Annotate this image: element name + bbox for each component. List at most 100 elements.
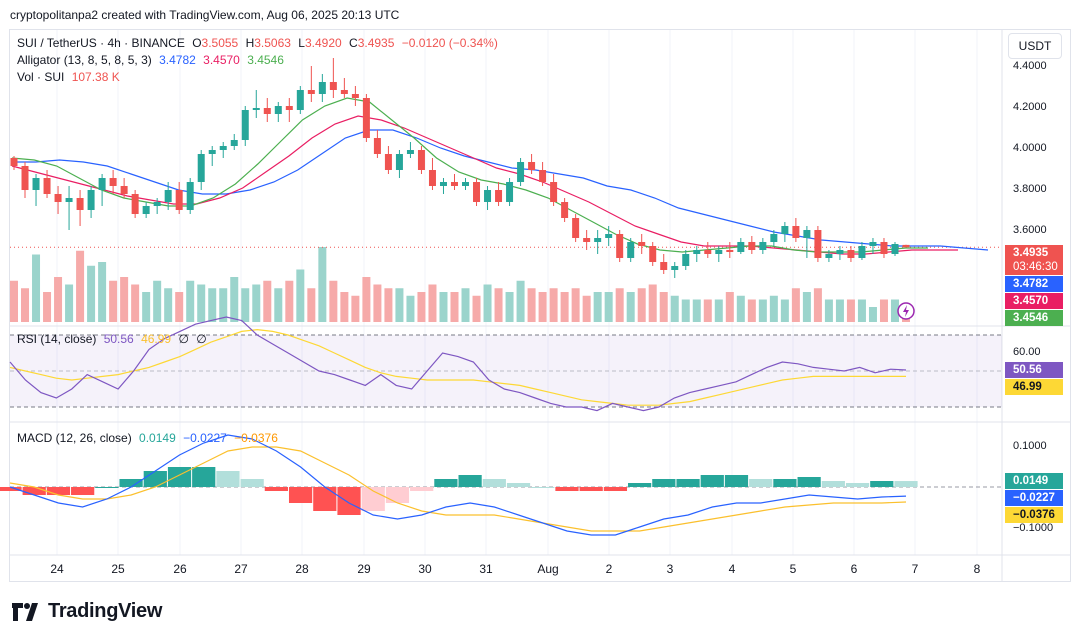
jaw-price-tag: 3.4782	[1005, 276, 1063, 292]
candle	[197, 154, 205, 182]
candle	[792, 226, 800, 238]
candle	[462, 182, 470, 186]
volume-bar	[681, 299, 690, 322]
open-label: O	[192, 36, 202, 50]
volume-bar	[208, 288, 217, 322]
alligator-label[interactable]: Alligator (13, 8, 5, 8, 5, 3)	[17, 53, 152, 67]
volume-bar	[824, 299, 833, 322]
macd-histogram-bar	[870, 481, 894, 487]
candle	[561, 202, 569, 218]
macd-histogram-bar	[894, 481, 918, 487]
macd-label[interactable]: MACD (12, 26, close)	[17, 431, 132, 445]
candle	[616, 234, 624, 258]
volume-bar	[483, 284, 492, 322]
candle	[737, 242, 745, 252]
macd-histogram-bar	[264, 487, 288, 491]
volume-bar	[538, 292, 547, 322]
volume-bar	[461, 288, 470, 322]
tradingview-logo-icon	[12, 602, 38, 621]
tradingview-logo-text: TradingView	[48, 600, 163, 622]
candle	[517, 162, 525, 182]
volume-bar	[747, 299, 756, 322]
volume-bar	[813, 288, 822, 322]
candle	[208, 150, 216, 154]
macd-legend: MACD (12, 26, close) 0.0149 −0.0227 −0.0…	[17, 431, 278, 445]
volume-legend: Vol · SUI 107.38 K	[17, 70, 120, 84]
candle	[153, 202, 161, 206]
date-label: 7	[911, 562, 919, 576]
volume-bar	[494, 288, 503, 322]
volume-bar	[373, 284, 382, 322]
price-axis-label: 4.0000	[1013, 142, 1047, 154]
volume-bar	[417, 292, 426, 322]
volume-bar	[846, 299, 855, 322]
candle	[98, 178, 106, 190]
macd-histogram-bar	[773, 479, 797, 487]
volume-label[interactable]: Vol · SUI	[17, 70, 65, 84]
macd-axis-bottom: −0.1000	[1013, 522, 1054, 534]
macd-histogram-bar	[385, 487, 410, 503]
alligator-jaw-value: 3.4782	[159, 53, 196, 67]
alligator-lips-value: 3.4546	[247, 53, 284, 67]
candle	[109, 178, 117, 186]
volume-bar	[164, 288, 173, 322]
macd-axis-top: 0.1000	[1013, 440, 1047, 452]
symbol-label[interactable]: SUI / TetherUS · 4h · BINANCE	[17, 36, 185, 50]
candle	[638, 242, 646, 246]
candle	[395, 154, 403, 170]
macd-hist-value: 0.0149	[139, 431, 176, 445]
volume-bar	[230, 277, 239, 322]
candle	[814, 230, 822, 258]
macd-histogram-bar	[434, 479, 458, 487]
date-label: 3	[666, 562, 674, 576]
volume-bar	[527, 288, 536, 322]
rsi-line	[9, 316, 907, 412]
volume-bar	[505, 292, 514, 322]
date-label: 25	[111, 562, 125, 576]
candle	[340, 90, 348, 94]
volume-bar	[219, 288, 228, 322]
macd-histogram-bar	[579, 487, 603, 491]
macd-histogram-bar	[46, 487, 71, 495]
candle	[307, 90, 315, 94]
price-axis-label: 3.8000	[1013, 183, 1047, 195]
candle	[76, 198, 84, 210]
macd-histogram-bar	[845, 483, 870, 487]
date-label: 6	[850, 562, 858, 576]
last-price-tag: 3.4935 03:46:30	[1005, 245, 1063, 275]
alligator-legend: Alligator (13, 8, 5, 8, 5, 3) 3.4782 3.4…	[17, 53, 284, 67]
tradingview-logo[interactable]: TradingView	[12, 600, 162, 623]
candle	[682, 254, 690, 266]
candle	[550, 182, 558, 202]
volume-bar	[450, 292, 459, 322]
volume-bar	[868, 307, 877, 322]
volume-bar	[131, 284, 140, 322]
volume-bar	[626, 292, 635, 322]
bar-countdown: 03:46:30	[1013, 261, 1058, 273]
volume-value: 107.38 K	[71, 70, 120, 84]
candle	[439, 182, 447, 186]
volume-bar	[615, 288, 624, 322]
candle	[770, 234, 778, 242]
volume-bar	[659, 292, 668, 322]
candle	[649, 246, 657, 262]
volume-bar	[593, 292, 602, 322]
candle	[704, 250, 712, 254]
candle	[186, 182, 194, 210]
currency-button[interactable]: USDT	[1008, 33, 1062, 59]
rsi-value: 50.56	[103, 332, 134, 346]
volume-bar	[10, 280, 18, 322]
volume-bar	[439, 292, 448, 322]
alligator-jaw-line	[12, 129, 989, 251]
rsi-ma-tag: 46.99	[1005, 379, 1063, 395]
candle	[715, 250, 723, 254]
volume-bar	[769, 295, 778, 322]
volume-bar	[109, 280, 118, 322]
volume-bar	[274, 288, 283, 322]
candle	[274, 106, 282, 114]
volume-bar	[758, 299, 767, 322]
alligator-teeth-value: 3.4570	[203, 53, 240, 67]
macd-line-tag: −0.0227	[1005, 490, 1063, 506]
rsi-label[interactable]: RSI (14, close)	[17, 332, 97, 346]
